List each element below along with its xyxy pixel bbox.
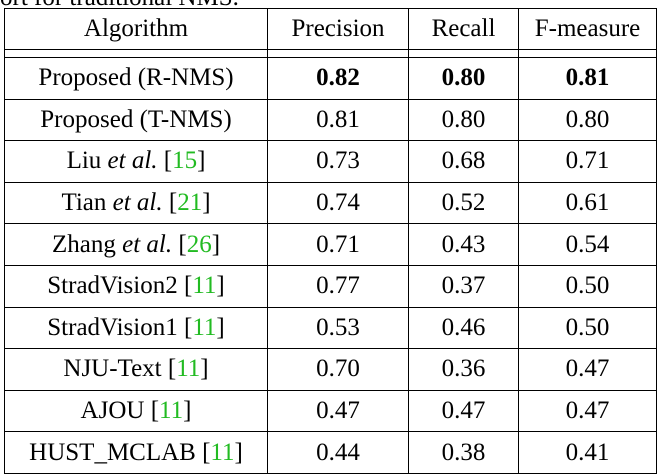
recall-cell: 0.52 bbox=[409, 182, 519, 224]
precision-cell: 0.77 bbox=[268, 265, 409, 307]
results-table: Algorithm Precision Recall F-measure Pro… bbox=[4, 8, 657, 474]
citation-link[interactable]: 11 bbox=[159, 397, 183, 424]
fmeasure-cell: 0.54 bbox=[519, 224, 657, 266]
algorithm-name: Proposed (R-NMS) bbox=[38, 64, 233, 91]
header-algorithm: Algorithm bbox=[5, 9, 268, 50]
algorithm-cell: HUST_MCLAB [11] bbox=[5, 432, 268, 474]
table-row: Proposed (T-NMS) 0.81 0.80 0.80 bbox=[5, 99, 657, 141]
precision-cell: 0.73 bbox=[268, 141, 409, 183]
table-row: StradVision2 [11] 0.77 0.37 0.50 bbox=[5, 265, 657, 307]
algorithm-name: AJOU bbox=[81, 397, 151, 424]
algorithm-cell: Liu et al. [15] bbox=[5, 141, 268, 183]
algorithm-name: StradVision2 bbox=[47, 272, 184, 299]
algorithm-cell: Proposed (T-NMS) bbox=[5, 99, 268, 141]
table-row: NJU-Text [11] 0.70 0.36 0.47 bbox=[5, 349, 657, 391]
citation-link[interactable]: 15 bbox=[172, 147, 197, 174]
citation-link[interactable]: 11 bbox=[192, 314, 216, 341]
algorithm-name: Tian bbox=[61, 189, 112, 216]
header-precision: Precision bbox=[268, 9, 409, 50]
header-recall: Recall bbox=[409, 9, 519, 50]
precision-cell: 0.81 bbox=[268, 99, 409, 141]
algorithm-cell: NJU-Text [11] bbox=[5, 349, 268, 391]
fmeasure-cell: 0.81 bbox=[519, 58, 657, 100]
et-al-text: et al. bbox=[122, 231, 172, 258]
precision-cell: 0.74 bbox=[268, 182, 409, 224]
precision-cell: 0.82 bbox=[268, 58, 409, 100]
fmeasure-cell: 0.47 bbox=[519, 390, 657, 432]
header-gap bbox=[5, 50, 657, 58]
fmeasure-cell: 0.80 bbox=[519, 99, 657, 141]
recall-cell: 0.47 bbox=[409, 390, 519, 432]
recall-cell: 0.46 bbox=[409, 307, 519, 349]
precision-cell: 0.71 bbox=[268, 224, 409, 266]
table-row: StradVision1 [11] 0.53 0.46 0.50 bbox=[5, 307, 657, 349]
algorithm-cell: Proposed (R-NMS) bbox=[5, 58, 268, 100]
header-row: Algorithm Precision Recall F-measure bbox=[5, 9, 657, 50]
table-row: AJOU [11] 0.47 0.47 0.47 bbox=[5, 390, 657, 432]
table-row: Liu et al. [15] 0.73 0.68 0.71 bbox=[5, 141, 657, 183]
precision-cell: 0.53 bbox=[268, 307, 409, 349]
recall-cell: 0.68 bbox=[409, 141, 519, 183]
algorithm-name: NJU-Text bbox=[63, 355, 167, 382]
precision-cell: 0.44 bbox=[268, 432, 409, 474]
fmeasure-cell: 0.50 bbox=[519, 307, 657, 349]
header-fmeasure: F-measure bbox=[519, 9, 657, 50]
algorithm-name: StradVision1 bbox=[47, 314, 184, 341]
algorithm-cell: Tian et al. [21] bbox=[5, 182, 268, 224]
fmeasure-cell: 0.71 bbox=[519, 141, 657, 183]
algorithm-cell: AJOU [11] bbox=[5, 390, 268, 432]
citation-link[interactable]: 11 bbox=[176, 355, 200, 382]
recall-cell: 0.80 bbox=[409, 99, 519, 141]
citation-link[interactable]: 11 bbox=[192, 272, 216, 299]
recall-cell: 0.37 bbox=[409, 265, 519, 307]
algorithm-name: Zhang bbox=[52, 231, 122, 258]
citation-link[interactable]: 11 bbox=[210, 439, 234, 466]
recall-cell: 0.36 bbox=[409, 349, 519, 391]
algorithm-cell: StradVision2 [11] bbox=[5, 265, 268, 307]
recall-cell: 0.38 bbox=[409, 432, 519, 474]
algorithm-cell: StradVision1 [11] bbox=[5, 307, 268, 349]
recall-cell: 0.43 bbox=[409, 224, 519, 266]
citation-link[interactable]: 21 bbox=[177, 189, 202, 216]
algorithm-name: Proposed (T-NMS) bbox=[40, 106, 231, 133]
table-row: Tian et al. [21] 0.74 0.52 0.61 bbox=[5, 182, 657, 224]
recall-cell: 0.80 bbox=[409, 58, 519, 100]
citation-link[interactable]: 26 bbox=[187, 231, 212, 258]
algorithm-name: Liu bbox=[67, 147, 108, 174]
table-row: Zhang et al. [26] 0.71 0.43 0.54 bbox=[5, 224, 657, 266]
algorithm-cell: Zhang et al. [26] bbox=[5, 224, 268, 266]
fmeasure-cell: 0.41 bbox=[519, 432, 657, 474]
precision-cell: 0.70 bbox=[268, 349, 409, 391]
table-row: HUST_MCLAB [11] 0.44 0.38 0.41 bbox=[5, 432, 657, 474]
table-row: Proposed (R-NMS) 0.82 0.80 0.81 bbox=[5, 58, 657, 100]
precision-cell: 0.47 bbox=[268, 390, 409, 432]
et-al-text: et al. bbox=[108, 147, 158, 174]
algorithm-name: HUST_MCLAB bbox=[29, 439, 202, 466]
et-al-text: et al. bbox=[113, 189, 163, 216]
fmeasure-cell: 0.47 bbox=[519, 349, 657, 391]
fmeasure-cell: 0.61 bbox=[519, 182, 657, 224]
fmeasure-cell: 0.50 bbox=[519, 265, 657, 307]
